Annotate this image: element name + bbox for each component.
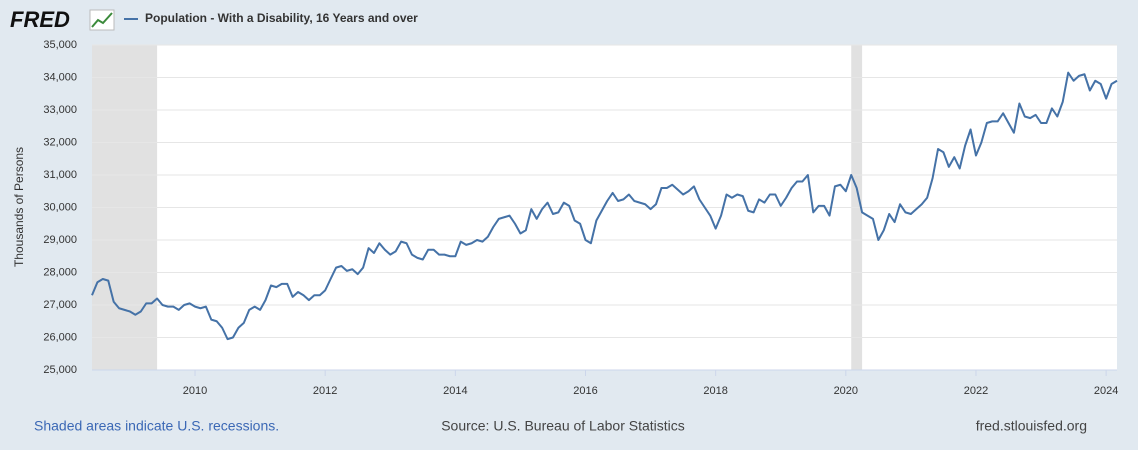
y-tick-label: 31,000 (43, 169, 77, 181)
y-tick-label: 25,000 (43, 364, 77, 376)
y-axis-label: Thousands of Persons (12, 147, 26, 267)
x-tick-label: 2018 (703, 385, 727, 397)
x-tick-label: 2012 (313, 385, 337, 397)
x-tick-label: 2020 (834, 385, 858, 397)
y-tick-label: 32,000 (43, 136, 77, 148)
y-tick-label: 26,000 (43, 331, 77, 343)
y-tick-label: 35,000 (43, 39, 77, 51)
y-tick-label: 30,000 (43, 201, 77, 213)
y-tick-label: 29,000 (43, 234, 77, 246)
series-line (91, 71, 1118, 341)
recession-note[interactable]: Shaded areas indicate U.S. recessions. (34, 418, 279, 434)
source: Source: U.S. Bureau of Labor Statistics (441, 418, 685, 434)
x-tick-label: 2016 (573, 385, 597, 397)
x-tick-label: 2014 (443, 385, 467, 397)
logo-icon (89, 9, 115, 31)
x-tick-label: 2024 (1094, 385, 1118, 397)
legend-item: Population - With a Disability, 16 Years… (124, 11, 418, 25)
x-tick-label: 2010 (183, 385, 207, 397)
y-tick-label: 34,000 (43, 71, 77, 83)
y-tick-label: 33,000 (43, 104, 77, 116)
y-tick-label: 28,000 (43, 266, 77, 278)
site-link[interactable]: fred.stlouisfed.org (976, 418, 1087, 434)
y-tick-label: 27,000 (43, 299, 77, 311)
logo: FRED (10, 7, 70, 32)
legend-label: Population - With a Disability, 16 Years… (145, 11, 418, 25)
x-tick-label: 2022 (964, 385, 988, 397)
